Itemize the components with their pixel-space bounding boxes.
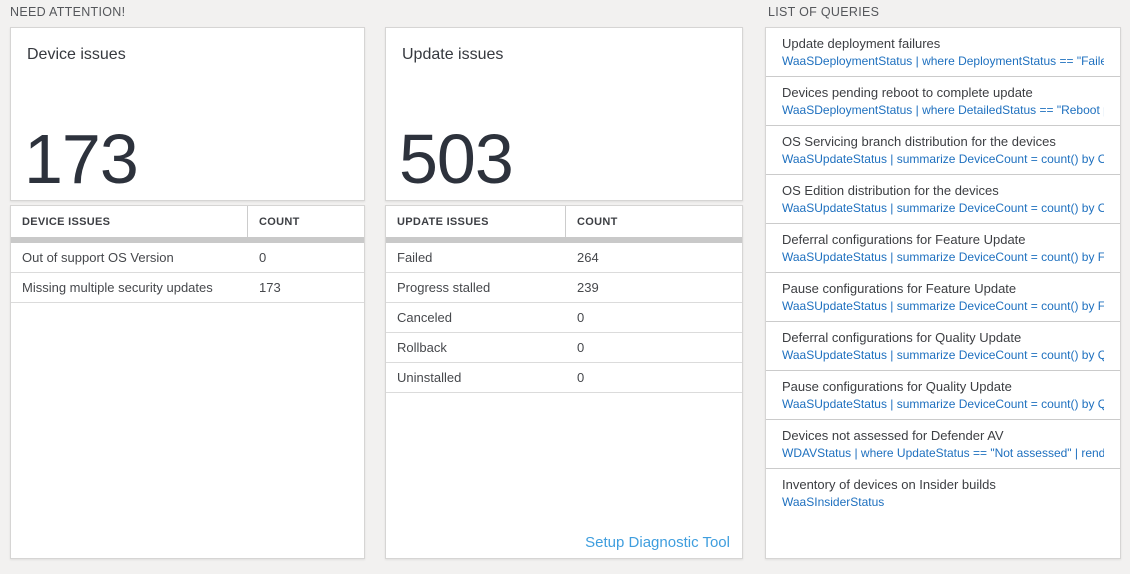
header-divider-band [11, 237, 364, 243]
update-issues-count: 503 [399, 120, 514, 199]
table-row[interactable]: Progress stalled 239 [386, 273, 742, 303]
row-count: 0 [577, 310, 585, 325]
row-count: 0 [577, 340, 585, 355]
row-count: 239 [577, 280, 599, 295]
device-issues-table: DEVICE ISSUES COUNT Out of support OS Ve… [10, 205, 365, 559]
query-list-item[interactable]: Pause configurations for Feature Update W… [766, 273, 1120, 322]
queries-list: Update deployment failures WaaSDeployment… [765, 27, 1121, 559]
column-header-count: COUNT [247, 206, 364, 237]
query-title: OS Servicing branch distribution for the… [782, 134, 1056, 149]
query-text-link: WDAVStatus | where UpdateStatus == "Not … [782, 446, 1104, 460]
list-of-queries-header: LIST OF QUERIES [768, 5, 880, 19]
need-attention-header: NEED ATTENTION! [10, 5, 126, 19]
query-title: Pause configurations for Quality Update [782, 379, 1012, 394]
table-row[interactable]: Rollback 0 [386, 333, 742, 363]
query-list-item[interactable]: OS Edition distribution for the devices W… [766, 175, 1120, 224]
tile-title: Device issues [27, 46, 126, 63]
row-count: 264 [577, 250, 599, 265]
query-text-link: WaaSUpdateStatus | summarize DeviceCount… [782, 201, 1104, 215]
row-label: Uninstalled [397, 370, 462, 385]
query-title: Deferral configurations for Feature Upda… [782, 232, 1026, 247]
row-label: Progress stalled [397, 280, 491, 295]
tile-title: Update issues [402, 46, 504, 63]
row-label: Failed [397, 250, 433, 265]
query-title: Update deployment failures [782, 36, 941, 51]
query-text-link: WaaSDeploymentStatus | where DeploymentS… [782, 54, 1104, 68]
setup-diagnostic-tool-link[interactable]: Setup Diagnostic Tool [585, 534, 730, 551]
query-text-link: WaaSUpdateStatus | summarize DeviceCount… [782, 299, 1104, 313]
query-title: Devices not assessed for Defender AV [782, 428, 1004, 443]
query-list-item[interactable]: Deferral configurations for Feature Upda… [766, 224, 1120, 273]
query-text-link: WaaSUpdateStatus | summarize DeviceCount… [782, 397, 1104, 411]
row-count: 0 [259, 250, 267, 265]
query-list-item[interactable]: Devices not assessed for Defender AV WDAV… [766, 420, 1120, 469]
query-text-link: WaaSUpdateStatus | summarize DeviceCount… [782, 250, 1104, 264]
update-issues-table-body: Failed 264 Progress stalled 239 Canceled 0 Rol… [386, 243, 742, 393]
query-title: OS Edition distribution for the devices [782, 183, 999, 198]
query-title: Deferral configurations for Quality Upda… [782, 330, 1022, 345]
row-count: 173 [259, 280, 281, 295]
device-issues-count: 173 [24, 120, 139, 199]
device-issues-table-body: Out of support OS Version 0 Missing multip… [11, 243, 364, 303]
row-label: Out of support OS Version [22, 250, 174, 265]
query-text-link: WaaSDeploymentStatus | where DetailedSta… [782, 103, 1104, 117]
table-row[interactable]: Out of support OS Version 0 [11, 243, 364, 273]
query-list-item[interactable]: Inventory of devices on Insider builds Wa… [766, 469, 1120, 517]
row-label: Canceled [397, 310, 452, 325]
query-text-link: WaaSUpdateStatus | summarize DeviceCount… [782, 152, 1104, 166]
update-issues-table: UPDATE ISSUES COUNT Failed 264 Progress st… [385, 205, 743, 559]
table-header-row: UPDATE ISSUES COUNT [386, 206, 742, 237]
query-list-item[interactable]: Update deployment failures WaaSDeployment… [766, 28, 1120, 77]
row-label: Missing multiple security updates [22, 280, 213, 295]
query-title: Pause configurations for Feature Update [782, 281, 1017, 296]
device-issues-tile[interactable]: Device issues 173 [10, 27, 365, 201]
table-row[interactable]: Canceled 0 [386, 303, 742, 333]
table-row[interactable]: Uninstalled 0 [386, 363, 742, 393]
row-count: 0 [577, 370, 585, 385]
query-title: Devices pending reboot to complete updat… [782, 85, 1033, 100]
column-header-count: COUNT [565, 206, 742, 237]
column-header-device-issues: DEVICE ISSUES [22, 215, 111, 228]
query-list-item[interactable]: Pause configurations for Quality Update W… [766, 371, 1120, 420]
table-row[interactable]: Failed 264 [386, 243, 742, 273]
column-header-update-issues: UPDATE ISSUES [397, 215, 489, 228]
update-issues-tile[interactable]: Update issues 503 [385, 27, 743, 201]
query-text-link: WaaSUpdateStatus | summarize DeviceCount… [782, 348, 1104, 362]
query-title: Inventory of devices on Insider builds [782, 477, 996, 492]
row-label: Rollback [397, 340, 447, 355]
query-text-link: WaaSInsiderStatus [782, 495, 885, 509]
query-list-item[interactable]: Deferral configurations for Quality Upda… [766, 322, 1120, 371]
header-divider-band [386, 237, 742, 243]
table-header-row: DEVICE ISSUES COUNT [11, 206, 364, 237]
table-row[interactable]: Missing multiple security updates 173 [11, 273, 364, 303]
query-list-item[interactable]: Devices pending reboot to complete updat… [766, 77, 1120, 126]
query-list-item[interactable]: OS Servicing branch distribution for the… [766, 126, 1120, 175]
